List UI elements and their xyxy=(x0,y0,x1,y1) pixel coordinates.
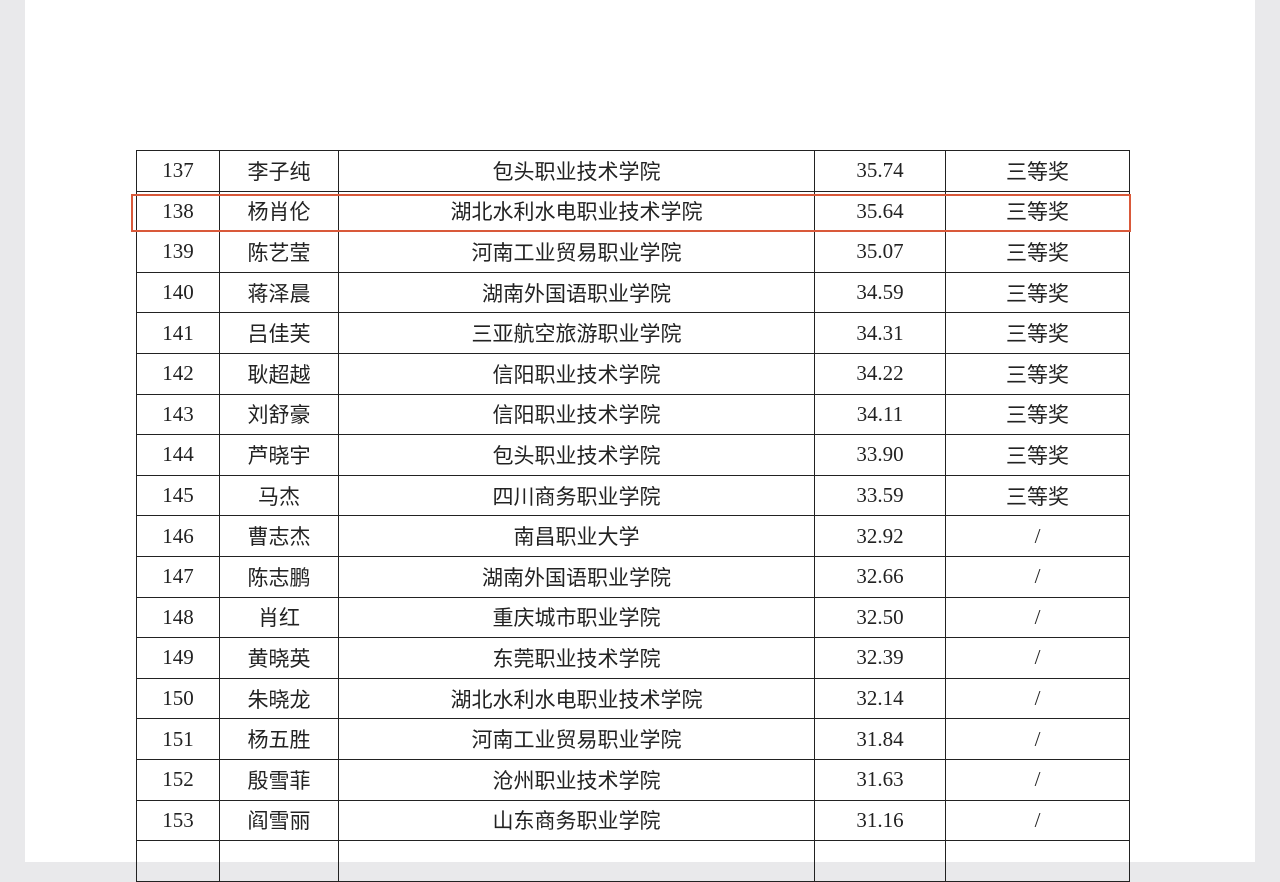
rank-cell: 144 xyxy=(136,434,220,476)
rank-cell: 149 xyxy=(136,637,220,679)
school-cell: 三亚航空旅游职业学院 xyxy=(338,312,815,354)
score-cell: 35.07 xyxy=(814,231,946,273)
name-cell: 杨肖伦 xyxy=(219,190,339,233)
school-cell xyxy=(338,840,815,882)
school-cell: 河南工业贸易职业学院 xyxy=(338,231,815,273)
rank-cell: 142 xyxy=(136,353,220,395)
score-cell: 32.92 xyxy=(814,515,946,557)
name-cell: 耿超越 xyxy=(219,353,339,395)
score-cell xyxy=(814,840,946,882)
rank-cell: 148 xyxy=(136,596,220,639)
school-cell: 信阳职业技术学院 xyxy=(338,353,815,395)
school-cell: 湖北水利水电职业技术学院 xyxy=(338,677,815,720)
score-cell: 31.16 xyxy=(814,799,946,842)
award-cell: 三等奖 xyxy=(945,434,1130,476)
rank-cell: 145 xyxy=(136,474,220,517)
rank-cell: 150 xyxy=(136,677,220,720)
school-cell: 东莞职业技术学院 xyxy=(338,637,815,679)
rank-cell: 147 xyxy=(136,556,220,598)
name-cell: 刘舒豪 xyxy=(219,393,339,436)
rank-cell: 146 xyxy=(136,515,220,557)
school-cell: 包头职业技术学院 xyxy=(338,434,815,476)
score-cell: 32.39 xyxy=(814,637,946,679)
school-cell: 四川商务职业学院 xyxy=(338,474,815,517)
rank-cell: 139 xyxy=(136,231,220,273)
highlight-box xyxy=(131,194,1131,232)
name-cell: 李子纯 xyxy=(219,150,339,192)
name-cell: 蒋泽晨 xyxy=(219,271,339,314)
award-cell: / xyxy=(945,718,1130,760)
award-cell: / xyxy=(945,515,1130,557)
name-cell: 陈志鹏 xyxy=(219,556,339,598)
award-cell: / xyxy=(945,677,1130,720)
score-cell: 32.50 xyxy=(814,596,946,639)
document-page xyxy=(25,0,1255,862)
score-cell: 33.59 xyxy=(814,474,946,517)
award-cell: 三等奖 xyxy=(945,231,1130,273)
score-cell: 34.11 xyxy=(814,393,946,436)
school-cell: 沧州职业技术学院 xyxy=(338,759,815,801)
score-cell: 32.66 xyxy=(814,556,946,598)
award-cell: / xyxy=(945,759,1130,801)
award-cell: / xyxy=(945,596,1130,639)
award-cell: 三等奖 xyxy=(945,474,1130,517)
name-cell: 肖红 xyxy=(219,596,339,639)
award-cell: 三等奖 xyxy=(945,271,1130,314)
score-cell: 34.31 xyxy=(814,312,946,354)
name-cell: 马杰 xyxy=(219,474,339,517)
rank-cell xyxy=(136,840,220,882)
rank-cell: 143 xyxy=(136,393,220,436)
school-cell: 湖南外国语职业学院 xyxy=(338,556,815,598)
name-cell: 曹志杰 xyxy=(219,515,339,557)
rank-cell: 152 xyxy=(136,759,220,801)
school-cell: 山东商务职业学院 xyxy=(338,799,815,842)
name-cell: 杨五胜 xyxy=(219,718,339,760)
school-cell: 河南工业贸易职业学院 xyxy=(338,718,815,760)
award-cell: / xyxy=(945,637,1130,679)
school-cell: 包头职业技术学院 xyxy=(338,150,815,192)
name-cell: 吕佳芙 xyxy=(219,312,339,354)
score-cell: 32.14 xyxy=(814,677,946,720)
school-cell: 南昌职业大学 xyxy=(338,515,815,557)
name-cell: 朱晓龙 xyxy=(219,677,339,720)
name-cell xyxy=(219,840,339,882)
award-cell: / xyxy=(945,799,1130,842)
score-cell: 31.63 xyxy=(814,759,946,801)
score-cell: 35.74 xyxy=(814,150,946,192)
name-cell: 芦晓宇 xyxy=(219,434,339,476)
award-cell: / xyxy=(945,556,1130,598)
name-cell: 阎雪丽 xyxy=(219,799,339,842)
name-cell: 陈艺莹 xyxy=(219,231,339,273)
award-cell xyxy=(945,840,1130,882)
rank-cell: 153 xyxy=(136,799,220,842)
rank-cell: 141 xyxy=(136,312,220,354)
school-cell: 信阳职业技术学院 xyxy=(338,393,815,436)
award-cell: 三等奖 xyxy=(945,150,1130,192)
school-cell: 湖南外国语职业学院 xyxy=(338,271,815,314)
rank-cell: 140 xyxy=(136,271,220,314)
score-cell: 31.84 xyxy=(814,718,946,760)
score-cell: 34.59 xyxy=(814,271,946,314)
award-cell: 三等奖 xyxy=(945,353,1130,395)
rank-cell: 151 xyxy=(136,718,220,760)
score-cell: 34.22 xyxy=(814,353,946,395)
score-cell: 33.90 xyxy=(814,434,946,476)
award-cell: 三等奖 xyxy=(945,393,1130,436)
school-cell: 重庆城市职业学院 xyxy=(338,596,815,639)
name-cell: 殷雪菲 xyxy=(219,759,339,801)
rank-cell: 137 xyxy=(136,150,220,192)
name-cell: 黄晓英 xyxy=(219,637,339,679)
award-cell: 三等奖 xyxy=(945,312,1130,354)
